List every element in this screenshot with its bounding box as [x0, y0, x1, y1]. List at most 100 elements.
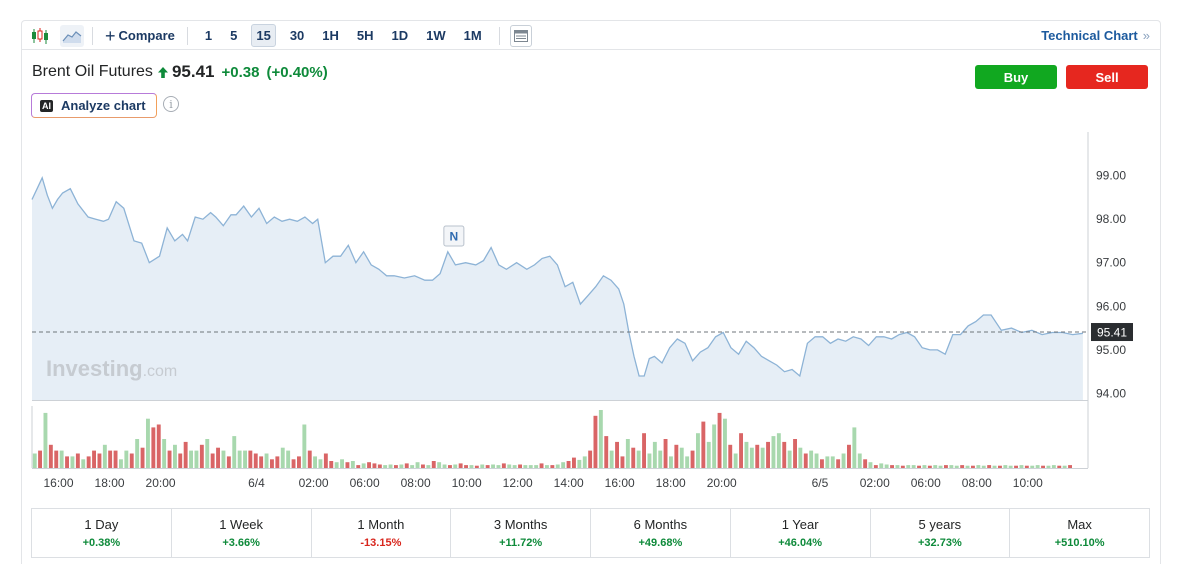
volume-bar	[318, 459, 323, 468]
price-change-percent: (+0.40%)	[266, 63, 328, 81]
performance-value: +510.10%	[1054, 537, 1105, 549]
volume-bar	[243, 450, 247, 468]
toolbar-divider	[498, 26, 500, 45]
volume-bar	[442, 464, 447, 468]
volume-bar	[313, 456, 317, 468]
volume-bar	[728, 444, 733, 468]
volume-bar	[609, 450, 614, 468]
price-chart[interactable]: Investing.com 99.0098.0097.0096.0095.009…	[0, 0, 1200, 500]
performance-label: Max	[1067, 517, 1092, 532]
volume-bar	[221, 450, 226, 468]
interval-15[interactable]: 15	[251, 24, 276, 47]
performance-1-week[interactable]: 1 Week +3.66%	[172, 509, 312, 557]
volume-bar	[841, 453, 846, 468]
performance-value: +0.38%	[82, 537, 121, 549]
volume-bar	[631, 447, 636, 468]
volume-bar	[545, 465, 549, 468]
data-table-icon[interactable]	[509, 24, 532, 47]
volume-bar	[814, 453, 819, 468]
technical-chart-link[interactable]: Technical Chart »	[1041, 28, 1150, 43]
volume-bar	[976, 465, 981, 468]
performance-strip: 1 Day +0.38% 1 Week +3.66% 1 Month -13.1…	[31, 508, 1150, 558]
volume-bar	[625, 439, 630, 468]
volume-bar	[647, 453, 652, 468]
volume-bar	[491, 464, 495, 468]
volume-bar	[448, 465, 452, 468]
volume-bar	[507, 464, 512, 468]
candlestick-chart-icon[interactable]	[28, 25, 52, 47]
volume-bar	[663, 439, 668, 468]
interval-1[interactable]: 1	[204, 28, 213, 43]
volume-bar	[97, 453, 102, 468]
interval-1d[interactable]: 1D	[391, 28, 409, 43]
interval-5h[interactable]: 5H	[356, 28, 374, 43]
volume-bar	[485, 465, 490, 468]
chart-widget-frame	[21, 20, 1161, 564]
performance-1-month[interactable]: 1 Month -13.15%	[312, 509, 452, 557]
interval-1w[interactable]: 1W	[426, 28, 446, 43]
volume-bar	[884, 464, 889, 468]
interval-30[interactable]: 30	[289, 28, 305, 43]
volume-bar	[140, 447, 145, 468]
performance-label: 1 Month	[357, 517, 405, 532]
volume-bar	[561, 462, 566, 468]
volume-bar	[270, 459, 274, 468]
x-tick-label: 10:00	[452, 476, 482, 490]
volume-bar	[636, 450, 641, 468]
volume-bar	[232, 436, 237, 468]
volume-bar	[216, 447, 220, 468]
info-icon[interactable]: i	[163, 96, 179, 112]
volume-bar	[54, 450, 59, 468]
interval-5[interactable]: 5	[230, 28, 238, 43]
interval-1h[interactable]: 1H	[322, 28, 339, 43]
volume-bar	[81, 459, 86, 468]
analyze-chart-button[interactable]: AI Analyze chart	[31, 93, 157, 118]
plus-icon: +	[105, 25, 116, 46]
sell-button[interactable]: Sell	[1066, 65, 1148, 89]
volume-bar	[345, 462, 350, 468]
volume-bar	[582, 456, 587, 468]
volume-bar	[809, 450, 814, 468]
volume-bar	[329, 461, 334, 468]
volume-bar	[102, 444, 107, 468]
volume-bar	[717, 412, 722, 468]
x-tick-label: 16:00	[44, 476, 74, 490]
volume-bar	[307, 450, 312, 468]
volume-bar	[70, 456, 75, 468]
area-chart-icon[interactable]	[60, 24, 84, 47]
compare-button[interactable]: + Compare	[101, 27, 179, 45]
volume-bar	[550, 465, 555, 468]
performance-max[interactable]: Max +510.10%	[1010, 509, 1149, 557]
buy-button[interactable]: Buy	[975, 65, 1057, 89]
volume-bar	[426, 465, 431, 468]
volume-bar	[766, 441, 770, 468]
volume-bar	[917, 465, 921, 468]
volume-bar	[922, 465, 927, 468]
performance-6-months[interactable]: 6 Months +49.68%	[591, 509, 731, 557]
volume-bar	[577, 459, 582, 468]
volume-bar	[873, 465, 878, 468]
volume-bar	[383, 465, 388, 468]
volume-bar	[793, 439, 797, 468]
compare-label: Compare	[118, 28, 175, 43]
volume-bar	[744, 441, 749, 468]
volume-bar	[971, 465, 975, 468]
volume-bar	[954, 465, 959, 468]
x-tick-label: 02:00	[299, 476, 329, 490]
performance-label: 1 Day	[84, 517, 119, 532]
volume-bar	[836, 459, 841, 468]
volume-bar	[1041, 465, 1045, 468]
news-marker-label: N	[450, 230, 459, 244]
interval-1m[interactable]: 1M	[463, 28, 482, 43]
volume-bar	[598, 410, 603, 468]
volume-bar	[356, 465, 361, 468]
performance-1-day[interactable]: 1 Day +0.38%	[32, 509, 172, 557]
volume-bar	[415, 462, 420, 468]
x-tick-label: 18:00	[95, 476, 125, 490]
performance-1-year[interactable]: 1 Year +46.04%	[731, 509, 871, 557]
performance-3-months[interactable]: 3 Months +11.72%	[451, 509, 591, 557]
volume-bar	[566, 461, 571, 468]
performance-5-years[interactable]: 5 years +32.73%	[871, 509, 1011, 557]
volume-bar	[259, 456, 264, 468]
volume-bar	[798, 447, 803, 468]
